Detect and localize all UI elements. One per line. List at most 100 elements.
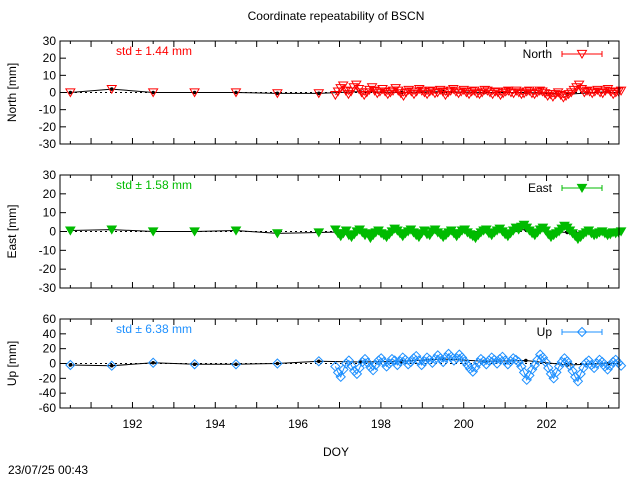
data-point bbox=[340, 358, 352, 369]
mean-point bbox=[68, 90, 73, 95]
data-point bbox=[427, 357, 438, 368]
data-point bbox=[537, 352, 549, 363]
data-point bbox=[578, 88, 590, 98]
data-point bbox=[561, 356, 573, 367]
mean-point bbox=[109, 87, 114, 91]
x-axis-tick-labels: 192 194 196 198 200 202 bbox=[122, 417, 556, 431]
data-point bbox=[106, 360, 117, 371]
data-point bbox=[556, 356, 567, 368]
x-tick-label: 200 bbox=[454, 417, 474, 431]
data-point bbox=[371, 89, 383, 99]
data-point bbox=[564, 360, 576, 371]
data-point bbox=[437, 356, 449, 368]
plot-frame bbox=[59, 174, 620, 289]
data-point bbox=[497, 351, 508, 363]
data-point bbox=[483, 355, 495, 366]
y-tick-label: -40 bbox=[39, 386, 57, 400]
data-point bbox=[560, 91, 572, 101]
y-tick-label: -20 bbox=[39, 371, 57, 385]
x-tick-label: 192 bbox=[122, 417, 142, 431]
data-point bbox=[382, 90, 394, 100]
data-point bbox=[552, 88, 564, 98]
data-point bbox=[572, 376, 584, 387]
data-point bbox=[446, 351, 457, 363]
data-point bbox=[529, 90, 540, 100]
data-point bbox=[343, 355, 355, 366]
data-point bbox=[594, 88, 606, 98]
data-point bbox=[392, 86, 404, 96]
data-point bbox=[505, 88, 517, 98]
data-point bbox=[429, 353, 441, 365]
data-point bbox=[508, 353, 519, 364]
data-point bbox=[481, 359, 492, 370]
data-point bbox=[467, 366, 479, 377]
mean-point bbox=[524, 358, 528, 363]
data-point bbox=[450, 87, 462, 97]
y-tick-label: -30 bbox=[39, 137, 57, 151]
y-tick-label: -20 bbox=[39, 262, 57, 276]
data-point bbox=[340, 226, 352, 236]
data-point bbox=[106, 225, 118, 235]
y-axis-label: Up [mm] bbox=[5, 341, 19, 386]
y-axis-label: North [mm] bbox=[5, 63, 19, 122]
legend-label: Up bbox=[537, 325, 553, 339]
plot-frame bbox=[59, 318, 620, 409]
data-point bbox=[65, 359, 76, 371]
data-point bbox=[313, 228, 325, 238]
y-tick-label: 0 bbox=[49, 357, 56, 371]
timestamp: 23/07/25 00:43 bbox=[8, 463, 88, 477]
plot-frame bbox=[59, 40, 620, 145]
data-point bbox=[534, 86, 546, 96]
data-point bbox=[416, 359, 427, 371]
data-point bbox=[386, 353, 398, 365]
data-point bbox=[580, 357, 592, 368]
data-point bbox=[402, 359, 414, 370]
data-point bbox=[473, 357, 484, 368]
data-point bbox=[442, 88, 454, 98]
data-point bbox=[505, 356, 516, 367]
data-point bbox=[356, 88, 367, 98]
y-tick-label: 30 bbox=[43, 168, 57, 182]
data-point bbox=[392, 359, 403, 371]
data-point bbox=[189, 227, 200, 237]
y-tick-label: -10 bbox=[39, 103, 57, 117]
mean-point bbox=[68, 363, 73, 367]
data-point bbox=[390, 84, 402, 94]
data-point bbox=[362, 357, 373, 368]
data-point bbox=[272, 229, 283, 239]
legend-label: North bbox=[523, 47, 552, 61]
mean-point bbox=[151, 360, 155, 365]
mean-point bbox=[275, 91, 280, 96]
y-tick-label: 20 bbox=[43, 342, 57, 356]
data-point bbox=[106, 84, 118, 95]
data-point bbox=[147, 227, 159, 237]
mean-point bbox=[234, 362, 238, 367]
y-tick-label: 20 bbox=[43, 187, 57, 201]
y-tick-label: 0 bbox=[49, 86, 56, 100]
data-point bbox=[378, 356, 390, 368]
data-point bbox=[513, 356, 524, 368]
y-tick-label: 60 bbox=[43, 312, 57, 326]
data-point bbox=[459, 356, 470, 367]
data-point bbox=[591, 358, 603, 369]
data-point bbox=[147, 88, 159, 98]
east-panel: 30 20 10 0 -10 -20 -30 East [mm] std ± 1.58 mm Ea… bbox=[5, 168, 627, 295]
data-point bbox=[615, 360, 627, 371]
data-point bbox=[605, 360, 616, 371]
data-point bbox=[494, 353, 505, 365]
data-point bbox=[64, 226, 76, 236]
mean-point bbox=[234, 90, 238, 95]
data-point bbox=[451, 353, 462, 364]
std-label: std ± 1.44 mm bbox=[116, 44, 192, 58]
data-point bbox=[471, 89, 483, 99]
data-point bbox=[419, 88, 430, 98]
data-point bbox=[337, 81, 349, 91]
data-point bbox=[189, 88, 200, 98]
data-point bbox=[147, 357, 159, 368]
x-tick-label: 194 bbox=[205, 417, 225, 431]
data-point bbox=[502, 359, 514, 370]
data-point bbox=[411, 350, 422, 362]
data-point bbox=[419, 356, 430, 367]
mean-point bbox=[275, 361, 280, 366]
